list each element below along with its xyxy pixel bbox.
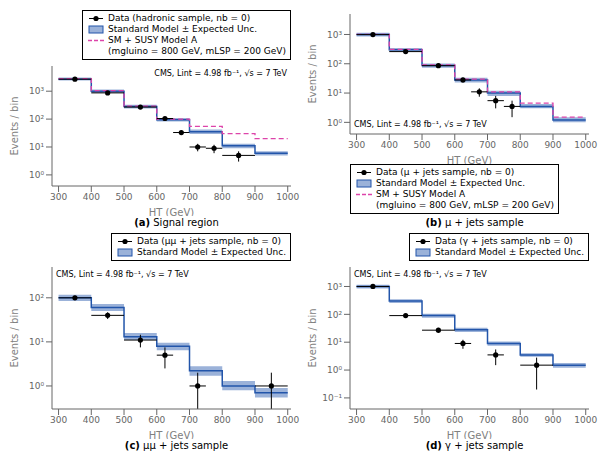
html-text:Data (μ + jets sample, nb = 0): Data (μ + jets sample, nb = 0) (376, 167, 515, 177)
html-text:(mgluino = 800 GeV, mLSP = 200: (mgluino = 800 GeV, mLSP = 200 GeV) (108, 46, 286, 56)
html-text:Standard Model ± Expected Unc.: Standard Model ± Expected Unc. (376, 178, 525, 188)
svg-text:10²: 10² (29, 293, 44, 303)
svg-text:900: 900 (544, 140, 561, 150)
svg-text:800: 800 (214, 415, 231, 425)
svg-text:600: 600 (446, 140, 463, 150)
svg-text:10²: 10² (29, 114, 44, 124)
svg-text:10⁰: 10⁰ (29, 381, 44, 391)
svg-text:HT (GeV): HT (GeV) (447, 155, 492, 164)
svg-text:HT (GeV): HT (GeV) (149, 207, 194, 216)
html-text:(mgluino = 800 GeV, mLSP = 200: (mgluino = 800 GeV, mLSP = 200 GeV) (376, 200, 554, 210)
svg-text:400: 400 (83, 415, 100, 425)
svg-text:10⁰: 10⁰ (327, 118, 342, 128)
html-text:SM + SUSY Model A: SM + SUSY Model A (108, 35, 198, 45)
svg-text:400: 400 (381, 415, 398, 425)
svg-text:700: 700 (181, 415, 198, 425)
svg-text:10²: 10² (327, 310, 342, 320)
svg-text:600: 600 (148, 192, 165, 202)
svg-text:900: 900 (544, 415, 561, 425)
svg-text:Events / bin: Events / bin (307, 44, 318, 103)
svg-text:1000: 1000 (276, 415, 299, 425)
svg-text:10⁰: 10⁰ (327, 365, 342, 375)
svg-text:500: 500 (413, 140, 430, 150)
svg-text:800: 800 (512, 415, 529, 425)
svg-text:300: 300 (50, 192, 67, 202)
html-text:Standard Model ± Expected Unc.: Standard Model ± Expected Unc. (137, 247, 286, 257)
html-text:CMS, Lint = 4.98 fb⁻¹, √s = 7: CMS, Lint = 4.98 fb⁻¹, √s = 7 TeV (56, 270, 189, 279)
svg-text:900: 900 (246, 192, 263, 202)
svg-text:600: 600 (446, 415, 463, 425)
svg-text:500: 500 (413, 415, 430, 425)
html-text:CMS, Lint = 4.98 fb⁻¹, √s = 7: CMS, Lint = 4.98 fb⁻¹, √s = 7 TeV (354, 270, 487, 279)
svg-text:10³: 10³ (327, 282, 342, 292)
html-text:Standard Model ± Expected Unc.: Standard Model ± Expected Unc. (108, 24, 257, 34)
svg-text:700: 700 (181, 192, 198, 202)
svg-text:900: 900 (246, 415, 263, 425)
html-text:CMS, Lint = 4.98 fb⁻¹, √s = 7: CMS, Lint = 4.98 fb⁻¹, √s = 7 TeV (354, 120, 487, 129)
html-text:(b) μ + jets sample: (b) μ + jets sample (425, 217, 524, 228)
svg-text:600: 600 (148, 415, 165, 425)
html-text:Data (μμ + jets sample, nb = 0: Data (μμ + jets sample, nb = 0) (137, 236, 281, 246)
svg-text:800: 800 (214, 192, 231, 202)
svg-text:1000: 1000 (276, 192, 299, 202)
svg-text:800: 800 (512, 140, 529, 150)
svg-text:500: 500 (115, 415, 132, 425)
svg-text:10¹: 10¹ (29, 337, 44, 347)
svg-text:10¹: 10¹ (327, 337, 342, 347)
svg-text:10⁰: 10⁰ (29, 170, 44, 180)
svg-text:1000: 1000 (574, 415, 597, 425)
html-text:Standard Model ± Expected Unc.: Standard Model ± Expected Unc. (435, 247, 584, 257)
svg-text:10⁻¹: 10⁻¹ (322, 393, 342, 403)
svg-text:HT (GeV): HT (GeV) (447, 430, 492, 439)
svg-text:Events / bin: Events / bin (307, 308, 318, 367)
svg-text:10³: 10³ (29, 86, 44, 96)
svg-text:Events / bin: Events / bin (9, 96, 20, 155)
svg-text:400: 400 (83, 192, 100, 202)
html-text:Data (hadronic sample, nb = 0): Data (hadronic sample, nb = 0) (108, 13, 251, 23)
svg-text:10²: 10² (327, 59, 342, 69)
svg-text:Events / bin: Events / bin (9, 308, 20, 367)
html-text:(d) γ + jets sample: (d) γ + jets sample (425, 440, 524, 451)
html-text:(c) μμ + jets sample: (c) μμ + jets sample (124, 440, 229, 451)
svg-text:300: 300 (50, 415, 67, 425)
html-text:SM + SUSY Model A: SM + SUSY Model A (376, 189, 466, 199)
svg-text:700: 700 (479, 415, 496, 425)
html-text:CMS, Lint = 4.98 fb⁻¹, √s = 7: CMS, Lint = 4.98 fb⁻¹, √s = 7 TeV (154, 69, 287, 78)
svg-text:500: 500 (115, 192, 132, 202)
svg-text:400: 400 (381, 140, 398, 150)
svg-text:300: 300 (348, 140, 365, 150)
html-text:(a) Signal region: (a) Signal region (134, 217, 219, 228)
svg-text:300: 300 (348, 415, 365, 425)
svg-text:10¹: 10¹ (29, 142, 44, 152)
svg-text:700: 700 (479, 140, 496, 150)
html-text:Data (γ + jets sample, nb = 0): Data (γ + jets sample, nb = 0) (435, 236, 573, 246)
svg-text:10³: 10³ (327, 30, 342, 40)
svg-text:1000: 1000 (574, 140, 597, 150)
svg-text:10¹: 10¹ (327, 88, 342, 98)
svg-text:HT (GeV): HT (GeV) (149, 430, 194, 439)
